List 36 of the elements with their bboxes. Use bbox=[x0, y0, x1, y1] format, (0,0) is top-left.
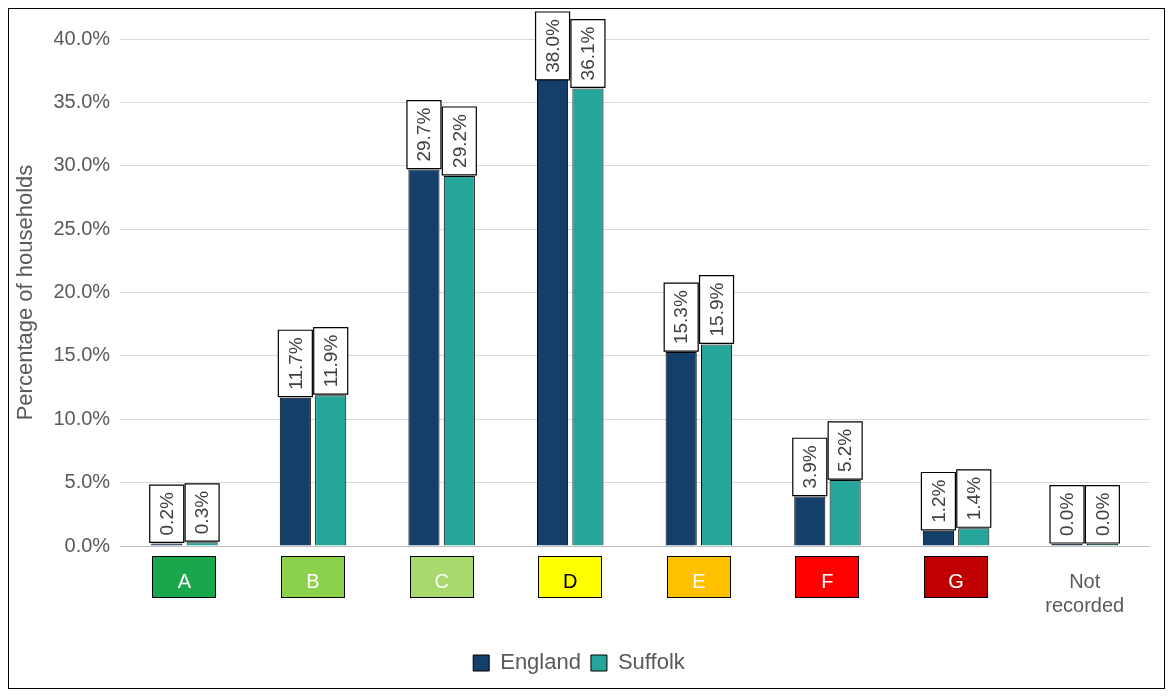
y-tick-label: 20.0% bbox=[53, 280, 111, 303]
x-tick-label: Not recorded bbox=[1045, 569, 1125, 616]
data-label: 15.9% bbox=[705, 282, 727, 337]
data-label: 5.2% bbox=[834, 428, 856, 473]
data-label: 3.9% bbox=[799, 445, 821, 489]
data-label: 0.3% bbox=[191, 490, 213, 535]
data-label: 11.7% bbox=[284, 337, 306, 390]
x-tick-label: B bbox=[306, 569, 320, 592]
data-label: 0.0% bbox=[1091, 492, 1113, 536]
data-label: 36.1% bbox=[577, 26, 599, 81]
legend-label: Suffolk bbox=[617, 649, 686, 675]
y-tick-label: 25.0% bbox=[53, 216, 111, 239]
x-tick-label: D bbox=[563, 569, 578, 592]
y-tick-label: 30.0% bbox=[53, 153, 111, 176]
data-label: 15.3% bbox=[670, 290, 692, 345]
data-label: 38.0% bbox=[541, 18, 563, 73]
y-tick-label: 0.0% bbox=[64, 533, 111, 556]
data-label: 11.9% bbox=[319, 334, 341, 388]
data-label: 1.2% bbox=[927, 479, 949, 523]
data-label: 29.2% bbox=[448, 113, 470, 168]
legend-label: England bbox=[500, 649, 581, 675]
data-label: 1.4% bbox=[963, 476, 984, 521]
x-tick-label: A bbox=[177, 569, 192, 592]
x-tick-label: F bbox=[821, 569, 834, 592]
y-tick-label: 15.0% bbox=[53, 343, 111, 366]
y-tick-label: 35.0% bbox=[53, 89, 111, 112]
y-tick-label: 10.0% bbox=[53, 406, 111, 429]
y-axis-title: Percentage of households bbox=[12, 164, 38, 421]
x-tick-label: E bbox=[692, 569, 706, 592]
x-tick-label: G bbox=[948, 569, 964, 592]
data-label: 0.2% bbox=[155, 492, 177, 536]
y-tick-label: 5.0% bbox=[64, 470, 111, 493]
data-label: 0.0% bbox=[1056, 492, 1078, 536]
x-tick-label: C bbox=[434, 569, 449, 592]
data-label: 29.7% bbox=[413, 107, 435, 162]
y-tick-label: 40.0% bbox=[53, 26, 111, 49]
